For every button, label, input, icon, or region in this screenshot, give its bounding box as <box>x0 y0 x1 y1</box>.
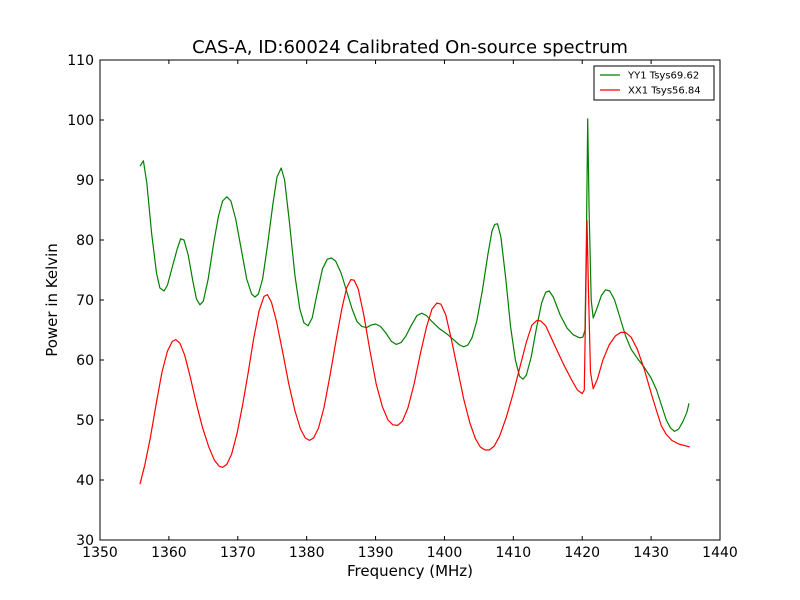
series-layer <box>139 118 690 485</box>
series-line-yy1 <box>139 118 690 432</box>
legend-box <box>593 65 715 101</box>
x-tick-label: 1440 <box>702 545 738 561</box>
y-axis-label: Power in Kelvin <box>43 243 61 357</box>
x-tick-label: 1370 <box>220 545 256 561</box>
x-tick-label: 1430 <box>633 545 669 561</box>
plot-frame <box>99 59 721 541</box>
x-tick-label: 1380 <box>289 545 325 561</box>
series-line-xx1 <box>139 220 690 485</box>
y-tick-label: 30 <box>76 533 94 549</box>
y-tick-label: 90 <box>76 173 94 189</box>
x-tick-label: 1420 <box>564 545 600 561</box>
x-tick-label: 1400 <box>427 545 463 561</box>
x-tick-label: 1390 <box>358 545 394 561</box>
x-tick-label: 1410 <box>496 545 532 561</box>
y-tick-label: 50 <box>76 413 94 429</box>
x-tick-label: 1350 <box>82 545 118 561</box>
legend-label-xx1: XX1 Tsys56.84 <box>628 86 701 97</box>
legend: YY1 Tsys69.62 XX1 Tsys56.84 <box>593 65 715 101</box>
y-tick-label: 60 <box>76 353 94 369</box>
y-tick-label: 110 <box>67 53 94 69</box>
axis-ticks: 1350 1360 1370 1380 1390 1400 1410 1420 1430 1440… <box>67 53 738 561</box>
y-tick-label: 100 <box>67 113 94 129</box>
legend-label-yy1: YY1 Tsys69.62 <box>627 71 699 82</box>
y-tick-label: 40 <box>76 473 94 489</box>
chart-title: CAS-A, ID:60024 Calibrated On-source spe… <box>192 37 628 58</box>
y-tick-label: 80 <box>76 233 94 249</box>
x-tick-label: 1360 <box>151 545 187 561</box>
x-axis-label: Frequency (MHz) <box>347 562 473 580</box>
y-tick-label: 70 <box>76 293 94 309</box>
